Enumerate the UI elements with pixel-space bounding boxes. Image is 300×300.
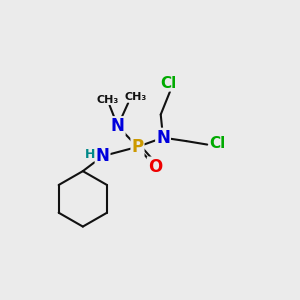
Text: Cl: Cl (210, 136, 226, 151)
Text: N: N (111, 117, 125, 135)
Text: N: N (96, 147, 110, 165)
Text: O: O (148, 158, 162, 175)
Text: CH₃: CH₃ (96, 94, 118, 104)
Text: H: H (85, 148, 95, 161)
Text: Cl: Cl (161, 76, 177, 91)
Text: N: N (156, 129, 170, 147)
Text: CH₃: CH₃ (124, 92, 146, 102)
Text: P: P (131, 138, 143, 156)
